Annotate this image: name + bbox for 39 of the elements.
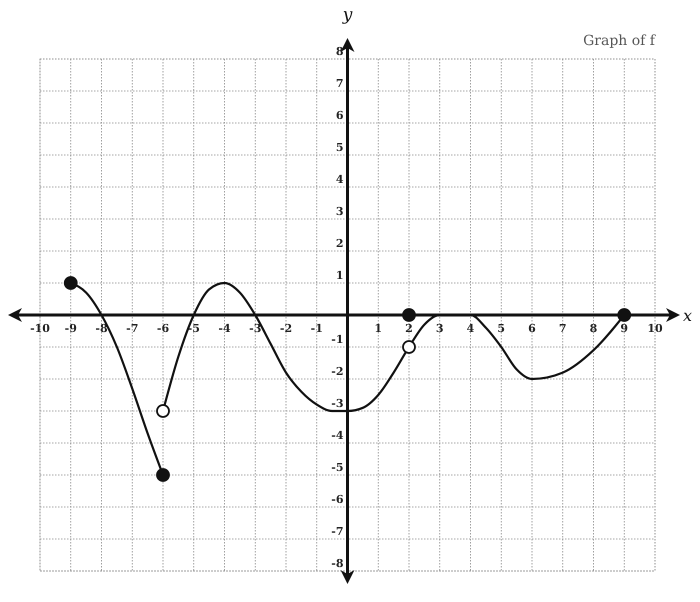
y-tick-label: -2	[331, 365, 344, 378]
x-tick-label: -4	[218, 322, 231, 335]
x-tick-label: 5	[497, 322, 506, 335]
y-tick-label: -6	[331, 493, 344, 506]
x-tick-label: 7	[558, 322, 567, 335]
x-tick-label: -9	[64, 322, 77, 335]
y-tick-label: 7	[336, 77, 344, 90]
x-tick-label: 6	[528, 322, 536, 335]
y-tick-label: -7	[331, 525, 344, 538]
y-tick-label: 3	[336, 205, 344, 218]
x-tick-label: -8	[95, 322, 108, 335]
y-tick-label: -5	[331, 461, 344, 474]
x-tick-label: 2	[405, 322, 413, 335]
y-tick-label: 5	[336, 141, 344, 154]
x-axis-title: x	[683, 306, 692, 325]
y-axis-title: y	[342, 5, 353, 25]
x-tick-label: 10	[647, 322, 663, 335]
y-tick-label: 4	[336, 173, 344, 186]
x-tick-label: 3	[436, 322, 444, 335]
y-tick-label: 2	[336, 237, 344, 250]
x-tick-label: 4	[466, 322, 475, 335]
y-tick-label: -8	[331, 557, 344, 570]
x-tick-label: -2	[280, 322, 292, 335]
x-tick-label: -1	[310, 322, 323, 335]
y-tick-label: 1	[336, 269, 344, 282]
x-tick-label: 8	[590, 322, 598, 335]
x-tick-label: -6	[156, 322, 170, 335]
x-tick-label: -10	[30, 322, 50, 335]
x-tick-label: 1	[374, 322, 382, 335]
y-tick-label: 6	[336, 109, 344, 122]
y-tick-label: -1	[331, 333, 344, 346]
x-tick-label: -3	[249, 322, 262, 335]
y-tick-label: -4	[331, 429, 344, 442]
x-tick-label: -5	[188, 322, 200, 335]
y-tick-label: 8	[336, 45, 344, 58]
x-tick-label: 9	[620, 322, 628, 335]
y-tick-label: -3	[331, 397, 344, 410]
x-tick-label: -7	[126, 322, 138, 335]
chart-title: Graph of f	[583, 33, 657, 49]
